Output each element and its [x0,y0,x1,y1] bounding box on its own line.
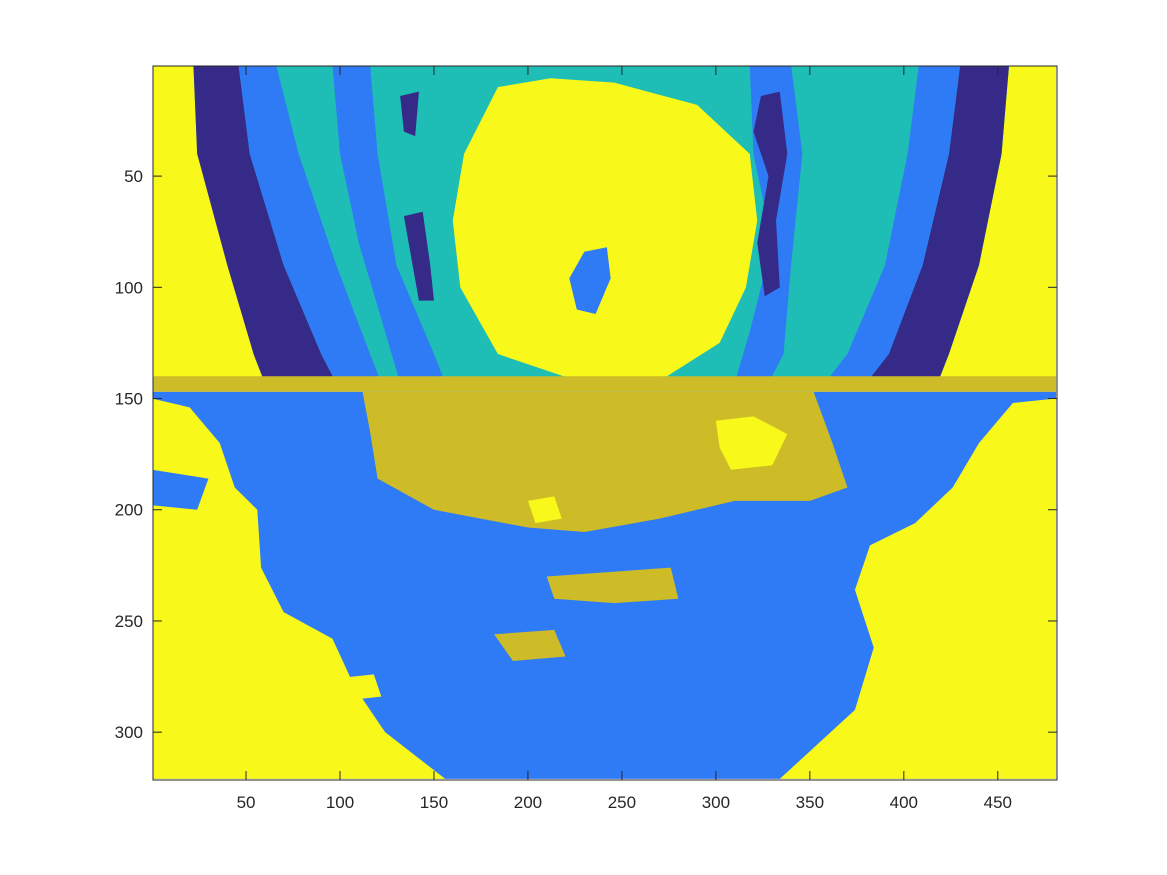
heatmap-region-19 [779,398,1057,779]
heatmap-region-21 [527,496,562,524]
heatmap-region-20 [715,416,788,470]
x-tick-label: 150 [420,793,448,812]
y-tick-label: 50 [124,167,143,186]
heatmap-region-12 [569,247,611,315]
heatmap-region-2 [193,66,337,383]
heatmap-region-5 [824,66,961,383]
x-tick-label: 450 [984,793,1012,812]
heatmap-region-6 [332,66,446,383]
heatmap-region-4 [238,66,382,383]
heatmap-region-3 [866,66,1009,383]
heatmap-region-11 [452,78,758,381]
heatmap-region-22 [332,674,382,702]
x-tick-label: 200 [514,793,542,812]
y-tick-label: 150 [115,390,143,409]
plot-frame [152,65,1058,781]
y-tick-label: 300 [115,723,143,742]
x-tick-label: 400 [890,793,918,812]
y-axis: 50 100 150 200 250 300 [115,167,1057,742]
heatmap-region-13 [153,376,1057,392]
x-tick-label: 50 [237,793,256,812]
x-tick-label: 100 [326,793,354,812]
x-tick-label: 350 [796,793,824,812]
x-tick-label: 250 [608,793,636,812]
y-tick-label: 100 [115,278,143,297]
y-tick-label: 200 [115,501,143,520]
x-axis: 50 100 150 200 250 300 350 400 450 [237,66,1012,812]
heatmap-region-10 [753,91,788,297]
heatmap-region-16 [546,567,679,604]
heatmap-image [153,66,1057,779]
heatmap-region-9 [403,211,434,301]
y-tick-label: 250 [115,612,143,631]
heatmap-region-18 [153,398,446,779]
heatmap-region-23 [153,469,209,510]
heatmap-region-8 [400,91,419,137]
x-tick-label: 300 [702,793,730,812]
heatmap-region-17 [494,629,566,661]
